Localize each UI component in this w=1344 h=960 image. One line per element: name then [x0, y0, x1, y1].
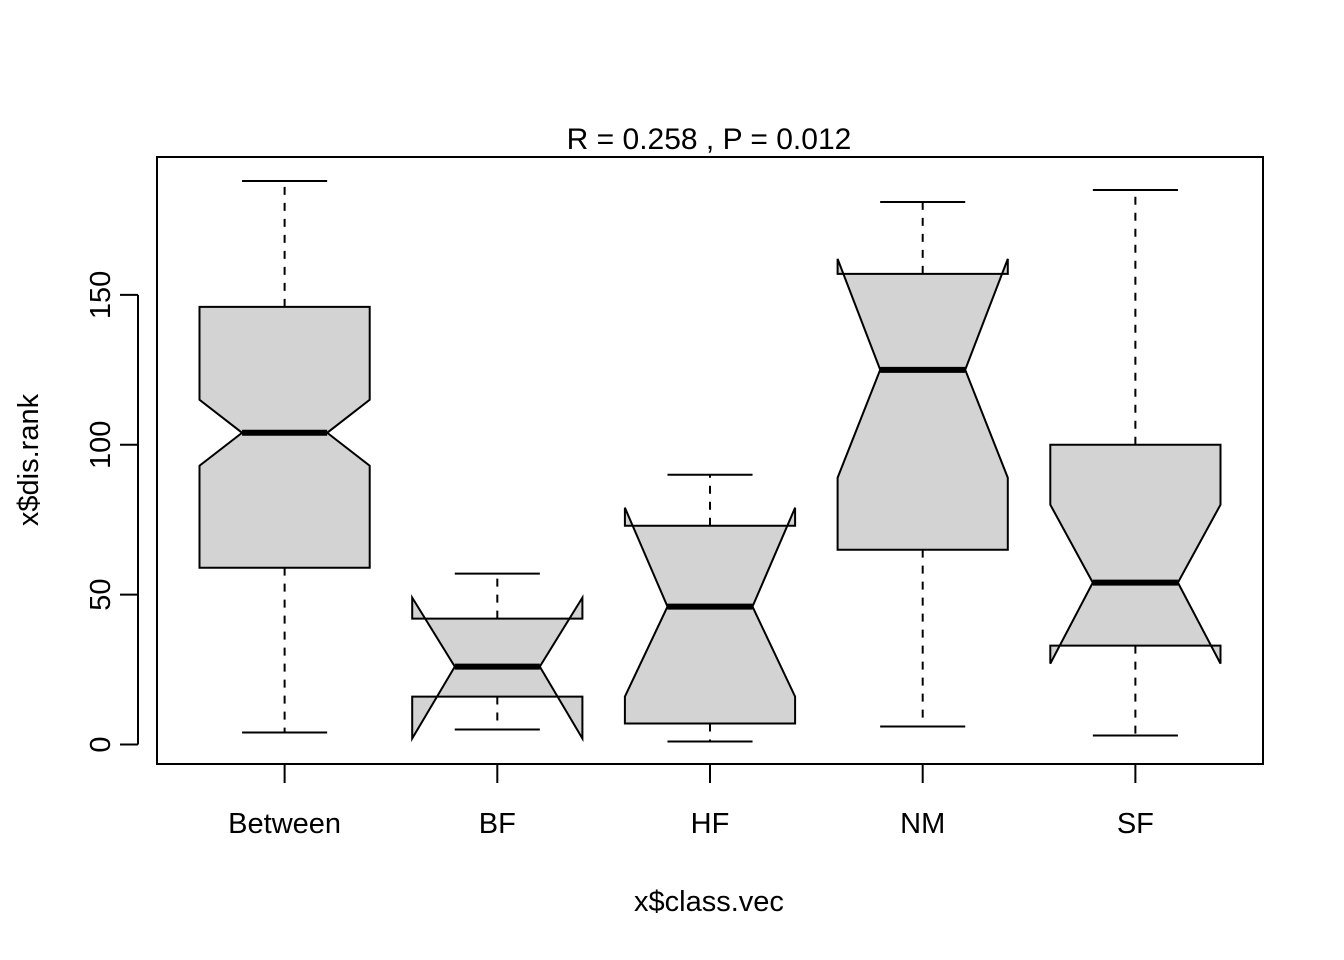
chart-title: R = 0.258 , P = 0.012	[567, 123, 852, 156]
x-tick-label: NM	[900, 808, 945, 840]
y-tick-label: 100	[85, 421, 117, 469]
y-axis: 0 50 100 150	[85, 271, 139, 753]
y-tick-label: 150	[85, 271, 117, 319]
boxes-group	[198, 179, 1222, 743]
y-tick-label: 0	[85, 736, 117, 752]
box-nm	[836, 258, 1009, 551]
x-tick-label: BF	[479, 808, 516, 840]
x-axis: Between BF HF NM SF	[228, 763, 1154, 840]
box-hf	[623, 507, 797, 725]
x-tick-label: Between	[228, 808, 341, 840]
y-tick-label: 50	[85, 579, 117, 611]
x-tick-label: HF	[691, 808, 730, 840]
box-between	[198, 305, 371, 569]
x-tick-label: SF	[1117, 808, 1154, 840]
box-sf	[1049, 443, 1222, 665]
x-axis-label: x$class.vec	[634, 886, 784, 918]
y-axis-label: x$dis.rank	[13, 393, 45, 526]
